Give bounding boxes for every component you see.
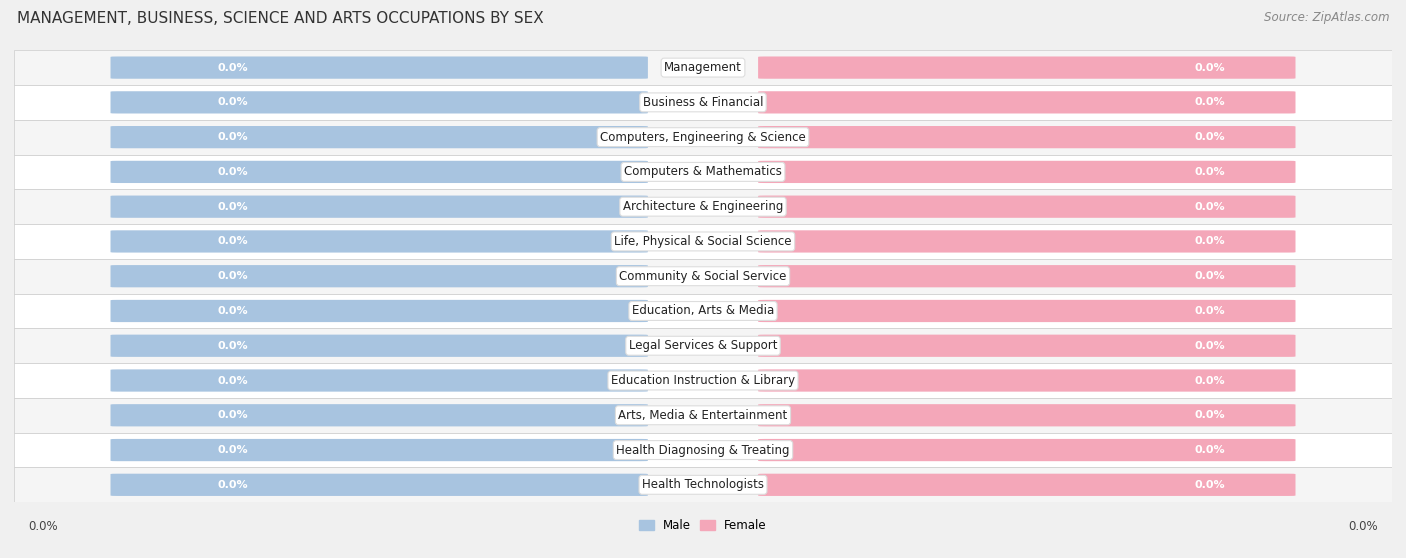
Text: Education, Arts & Media: Education, Arts & Media bbox=[631, 305, 775, 318]
Bar bbox=[14, 363, 1392, 398]
FancyBboxPatch shape bbox=[111, 56, 648, 79]
Text: 0.0%: 0.0% bbox=[218, 237, 247, 247]
Text: 0.0%: 0.0% bbox=[1195, 237, 1226, 247]
Legend: Male, Female: Male, Female bbox=[634, 514, 772, 537]
Text: 0.0%: 0.0% bbox=[218, 271, 247, 281]
Bar bbox=[14, 432, 1392, 468]
Bar bbox=[14, 398, 1392, 432]
Text: 0.0%: 0.0% bbox=[218, 480, 247, 490]
FancyBboxPatch shape bbox=[758, 404, 1295, 426]
Text: 0.0%: 0.0% bbox=[28, 520, 58, 533]
Text: Legal Services & Support: Legal Services & Support bbox=[628, 339, 778, 352]
Text: 0.0%: 0.0% bbox=[1195, 480, 1226, 490]
FancyBboxPatch shape bbox=[758, 335, 1295, 357]
Text: Computers & Mathematics: Computers & Mathematics bbox=[624, 165, 782, 179]
Text: Architecture & Engineering: Architecture & Engineering bbox=[623, 200, 783, 213]
Text: Life, Physical & Social Science: Life, Physical & Social Science bbox=[614, 235, 792, 248]
Bar bbox=[14, 294, 1392, 328]
FancyBboxPatch shape bbox=[111, 230, 648, 253]
Bar bbox=[14, 468, 1392, 502]
Text: 0.0%: 0.0% bbox=[218, 410, 247, 420]
Bar bbox=[14, 189, 1392, 224]
Text: 0.0%: 0.0% bbox=[1348, 520, 1378, 533]
FancyBboxPatch shape bbox=[111, 195, 648, 218]
Bar bbox=[14, 120, 1392, 155]
FancyBboxPatch shape bbox=[758, 230, 1295, 253]
Text: 0.0%: 0.0% bbox=[218, 62, 247, 73]
Text: 0.0%: 0.0% bbox=[218, 167, 247, 177]
Text: Computers, Engineering & Science: Computers, Engineering & Science bbox=[600, 131, 806, 143]
FancyBboxPatch shape bbox=[111, 439, 648, 461]
Text: 0.0%: 0.0% bbox=[1195, 132, 1226, 142]
Text: 0.0%: 0.0% bbox=[218, 98, 247, 107]
FancyBboxPatch shape bbox=[111, 161, 648, 183]
FancyBboxPatch shape bbox=[111, 92, 648, 113]
FancyBboxPatch shape bbox=[111, 335, 648, 357]
Text: MANAGEMENT, BUSINESS, SCIENCE AND ARTS OCCUPATIONS BY SEX: MANAGEMENT, BUSINESS, SCIENCE AND ARTS O… bbox=[17, 11, 544, 26]
FancyBboxPatch shape bbox=[111, 126, 648, 148]
FancyBboxPatch shape bbox=[111, 474, 648, 496]
Bar bbox=[14, 328, 1392, 363]
FancyBboxPatch shape bbox=[758, 265, 1295, 287]
Text: Business & Financial: Business & Financial bbox=[643, 96, 763, 109]
Text: 0.0%: 0.0% bbox=[218, 341, 247, 351]
Text: 0.0%: 0.0% bbox=[218, 201, 247, 211]
Text: 0.0%: 0.0% bbox=[1195, 341, 1226, 351]
FancyBboxPatch shape bbox=[111, 265, 648, 287]
Text: 0.0%: 0.0% bbox=[1195, 167, 1226, 177]
Text: 0.0%: 0.0% bbox=[218, 306, 247, 316]
FancyBboxPatch shape bbox=[758, 369, 1295, 392]
Text: 0.0%: 0.0% bbox=[1195, 271, 1226, 281]
FancyBboxPatch shape bbox=[111, 300, 648, 322]
FancyBboxPatch shape bbox=[758, 474, 1295, 496]
Text: Arts, Media & Entertainment: Arts, Media & Entertainment bbox=[619, 409, 787, 422]
Bar bbox=[14, 50, 1392, 85]
Text: Health Technologists: Health Technologists bbox=[643, 478, 763, 491]
Text: Community & Social Service: Community & Social Service bbox=[619, 270, 787, 283]
Text: 0.0%: 0.0% bbox=[1195, 376, 1226, 386]
Text: 0.0%: 0.0% bbox=[1195, 445, 1226, 455]
Bar bbox=[14, 224, 1392, 259]
FancyBboxPatch shape bbox=[758, 92, 1295, 113]
Text: 0.0%: 0.0% bbox=[1195, 62, 1226, 73]
FancyBboxPatch shape bbox=[111, 404, 648, 426]
Bar bbox=[14, 85, 1392, 120]
Text: 0.0%: 0.0% bbox=[218, 445, 247, 455]
FancyBboxPatch shape bbox=[758, 439, 1295, 461]
Bar bbox=[14, 155, 1392, 189]
Text: Health Diagnosing & Treating: Health Diagnosing & Treating bbox=[616, 444, 790, 456]
FancyBboxPatch shape bbox=[758, 161, 1295, 183]
Text: Management: Management bbox=[664, 61, 742, 74]
FancyBboxPatch shape bbox=[758, 300, 1295, 322]
Text: 0.0%: 0.0% bbox=[1195, 201, 1226, 211]
Bar bbox=[14, 259, 1392, 294]
Text: 0.0%: 0.0% bbox=[1195, 98, 1226, 107]
FancyBboxPatch shape bbox=[111, 369, 648, 392]
Text: 0.0%: 0.0% bbox=[218, 376, 247, 386]
Text: 0.0%: 0.0% bbox=[218, 132, 247, 142]
Text: Education Instruction & Library: Education Instruction & Library bbox=[612, 374, 794, 387]
Text: 0.0%: 0.0% bbox=[1195, 410, 1226, 420]
FancyBboxPatch shape bbox=[758, 56, 1295, 79]
Text: 0.0%: 0.0% bbox=[1195, 306, 1226, 316]
Text: Source: ZipAtlas.com: Source: ZipAtlas.com bbox=[1264, 11, 1389, 24]
FancyBboxPatch shape bbox=[758, 126, 1295, 148]
FancyBboxPatch shape bbox=[758, 195, 1295, 218]
